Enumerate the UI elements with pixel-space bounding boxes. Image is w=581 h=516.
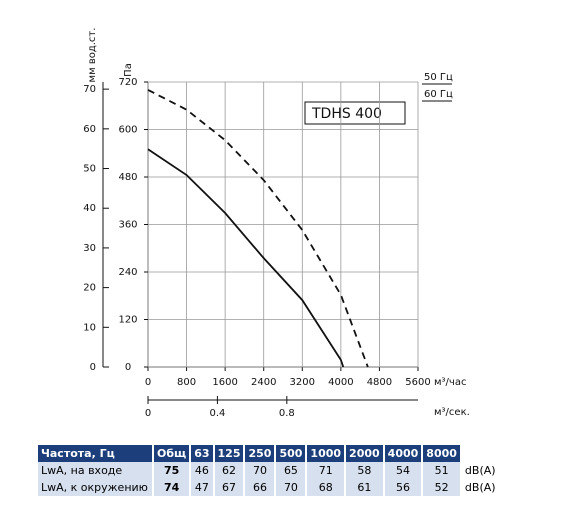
y2-tick-label: 50 [83, 164, 96, 175]
table-cell: 71 [306, 462, 347, 479]
series-line [147, 148, 345, 368]
x2-axis-label: м³/сек. [434, 407, 470, 418]
chart: Па мм вод.ст. м³/час м³/сек. TDHS 400 0 8… [83, 28, 470, 419]
table-cell: 46 [190, 462, 215, 479]
table-cell: 1000 [306, 445, 347, 462]
table-cell: 52 [422, 479, 462, 496]
y2-tick-label: 10 [83, 322, 96, 333]
table-row: LwA, к окружению 74 47 67 66 70 68 61 56 52 dB(A) [38, 479, 501, 496]
table-cell: 54 [383, 462, 424, 479]
y-tick-label: 480 [118, 172, 137, 183]
x-tick-label: 800 [177, 377, 196, 388]
table-cell: 65 [275, 462, 308, 479]
table-cell: 66 [244, 479, 277, 496]
y-tick-label: 600 [118, 125, 137, 136]
x-axis-label: м³/час [434, 377, 466, 388]
y-tick-label: 120 [118, 315, 137, 326]
table-cell: 62 [213, 462, 246, 479]
y-axis-label: Па [123, 63, 134, 77]
y2-tick-label: 70 [83, 84, 96, 95]
table-cell: 70 [244, 462, 277, 479]
table-cell: 74 [153, 479, 192, 496]
table-cell: 500 [275, 445, 308, 462]
y2-tick-label: 20 [83, 283, 96, 294]
y2-tick-label: 30 [83, 243, 96, 254]
table-cell: LwA, на входе [38, 462, 154, 479]
x2-tick-label: 0.8 [279, 408, 295, 419]
table-cell: 51 [422, 462, 462, 479]
table-row: LwA, на входе 75 46 62 70 65 71 58 54 51 dB(A) [38, 462, 501, 479]
table-cell: 47 [190, 479, 215, 496]
x2-tick-label: 0.4 [209, 408, 225, 419]
x-tick-label: 2400 [251, 377, 276, 388]
series-line [147, 89, 369, 368]
table-cell: 4000 [383, 445, 424, 462]
table-cell: Общ [153, 445, 192, 462]
table-cell: 2000 [345, 445, 385, 462]
table-cell: 250 [244, 445, 277, 462]
x-tick-label: 4000 [328, 377, 353, 388]
x-tick-label: 1600 [212, 377, 237, 388]
table-cell: 61 [345, 479, 385, 496]
legend-label: 60 Гц [424, 89, 453, 100]
y-tick-label: 240 [118, 267, 137, 278]
table-cell: dB(A) [460, 479, 501, 496]
sound-table: Частота, Гц Общ 63 125 250 500 1000 2000 4000 800… [38, 445, 501, 496]
table-cell: 67 [213, 479, 246, 496]
table-cell: 63 [190, 445, 215, 462]
x-tick-label: 0 [145, 377, 151, 388]
y-tick-label: 720 [118, 77, 137, 88]
y2-tick-label: 40 [83, 203, 96, 214]
annotation-box [304, 101, 406, 125]
x2-tick-label: 0 [145, 408, 151, 419]
table-cell: 8000 [422, 445, 462, 462]
table-cell: LwA, к окружению [38, 479, 154, 496]
y2-tick-label: 0 [90, 362, 96, 373]
table-cell: 75 [153, 462, 192, 479]
x-tick-label: 5600 [405, 377, 430, 388]
table-cell: 125 [213, 445, 246, 462]
y-tick-label: 360 [118, 220, 137, 231]
legend-label: 50 Гц [424, 72, 453, 83]
annotation: TDHS 400 [311, 106, 382, 122]
table-cell: 68 [306, 479, 347, 496]
table-cell: 70 [275, 479, 308, 496]
table-cell: 58 [345, 462, 385, 479]
y2-tick-label: 60 [83, 124, 96, 135]
x-tick-label: 4800 [367, 377, 392, 388]
table-cell: Частота, Гц [38, 445, 154, 462]
y-tick-label: 0 [125, 362, 131, 373]
x-tick-label: 3200 [290, 377, 315, 388]
table-cell: dB(A) [460, 462, 501, 479]
y2-axis-label: мм вод.ст. [87, 28, 98, 83]
table-row: Частота, Гц Общ 63 125 250 500 1000 2000 4000 800… [38, 445, 500, 462]
table-cell: 56 [383, 479, 424, 496]
